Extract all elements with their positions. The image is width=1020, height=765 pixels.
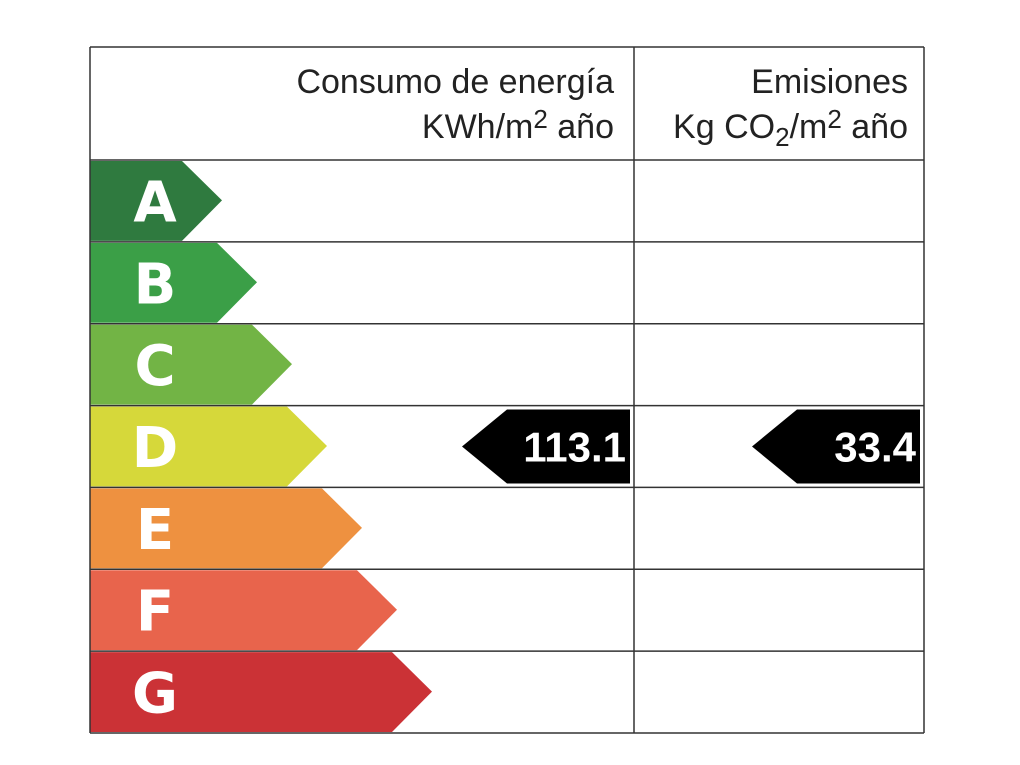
unit-part: /m	[790, 108, 828, 146]
unit-sub: 2	[775, 122, 789, 152]
emissions-unit: Kg CO2/m2 año	[673, 104, 908, 152]
unit-sup: 2	[827, 104, 841, 134]
rating-arrow	[90, 488, 362, 569]
unit-part: KWh/m	[422, 108, 533, 146]
rating-arrow	[90, 242, 257, 323]
rating-arrow	[90, 406, 327, 487]
rating-letter: A	[133, 170, 177, 235]
unit-part: Kg CO	[673, 108, 775, 146]
consumption-unit: KWh/m2 año	[422, 104, 614, 146]
consumption-title: Consumo de energía	[296, 63, 614, 101]
value-label: 33.4	[834, 424, 916, 471]
rating-letter: F	[136, 580, 174, 645]
rating-arrow	[90, 161, 222, 241]
rating-letter: D	[132, 416, 178, 481]
rating-letter: E	[136, 498, 174, 563]
unit-part: año	[842, 108, 908, 146]
unit-sup: 2	[533, 104, 547, 134]
rating-arrow	[90, 652, 432, 732]
rating-letter: C	[134, 334, 175, 399]
rating-letter: B	[134, 252, 177, 317]
rating-arrow	[90, 324, 292, 405]
rating-letter: G	[132, 662, 178, 727]
rating-arrow	[90, 570, 397, 651]
value-arrow	[462, 409, 630, 484]
value-arrow	[752, 409, 920, 484]
unit-part: año	[548, 108, 614, 146]
value-label: 113.1	[523, 424, 626, 471]
emissions-title: Emisiones	[751, 63, 908, 101]
